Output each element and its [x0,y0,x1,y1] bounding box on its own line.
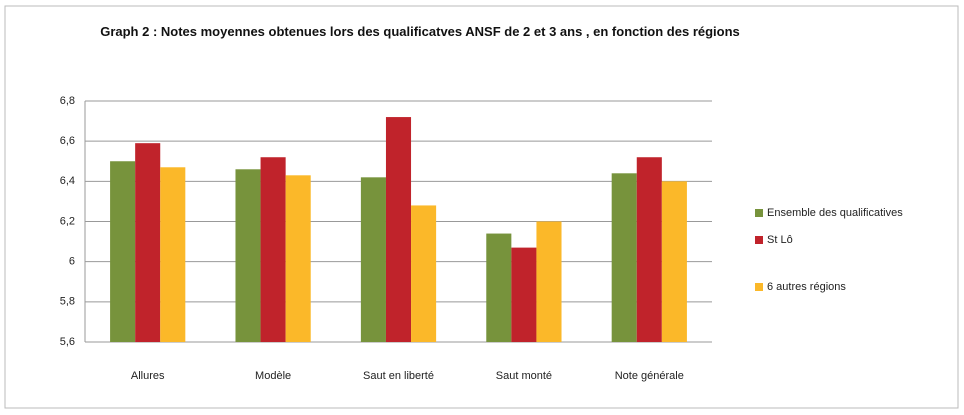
bar [135,143,161,342]
y-tick-label: 6,2 [60,215,75,227]
bar [385,117,412,342]
legend-label: St Lô [767,234,793,246]
y-tick-label: 5,6 [60,336,75,348]
bar [611,173,637,342]
legend-label: Ensemble des qualificatives [767,207,903,219]
y-tick-label: 6,6 [60,135,75,147]
chart-title: Graph 2 : Notes moyennes obtenues lors d… [100,24,740,39]
bar [661,181,687,342]
bar [260,157,286,342]
legend-swatch [755,236,763,244]
bar [636,157,662,342]
x-tick-label: Allures [131,370,165,382]
x-tick-label: Modèle [255,370,291,382]
x-tick-label: Note générale [615,370,684,382]
bar [360,177,386,342]
legend-swatch [755,283,763,291]
bar [511,247,537,342]
bar [411,205,437,342]
y-tick-label: 5,8 [60,296,75,308]
bar [536,221,562,342]
bar [235,169,261,342]
legend-swatch [755,209,763,217]
x-tick-label: Saut monté [496,370,552,382]
legend-label: 6 autres régions [767,281,846,293]
bar [110,161,136,342]
bar [486,233,512,342]
y-tick-label: 6,4 [60,175,75,187]
x-tick-label: Saut en liberté [363,370,434,382]
y-tick-label: 6 [69,256,75,268]
y-tick-label: 6,8 [60,95,75,107]
bar [285,175,311,342]
bar [160,167,186,342]
